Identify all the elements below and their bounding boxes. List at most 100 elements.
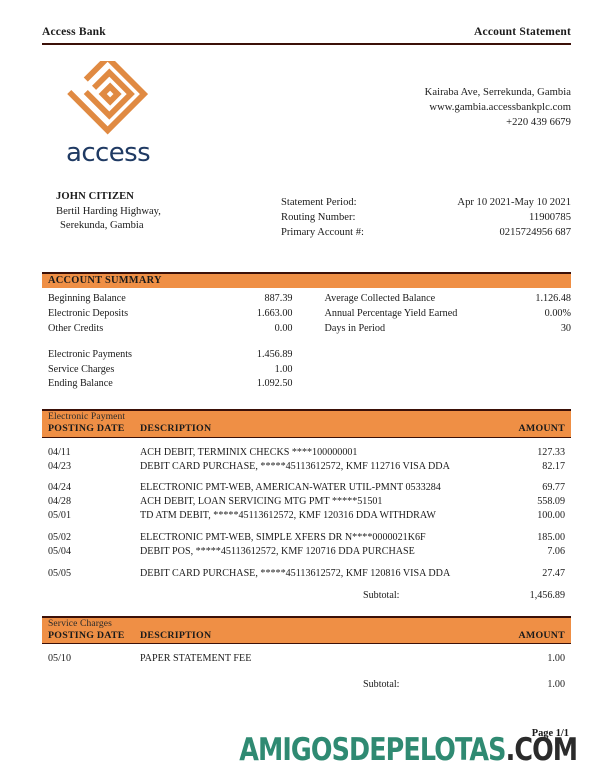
bank-name: Access Bank xyxy=(42,26,106,38)
subtotal-value: 1.00 xyxy=(547,679,565,691)
summary-value: 1.092.50 xyxy=(256,378,293,390)
txn-amount: 27.47 xyxy=(542,568,565,580)
row-spacer xyxy=(42,438,571,446)
subtotal-label: Subtotal: xyxy=(363,589,400,601)
row-spacer xyxy=(42,644,571,652)
summary-value: 0.00 xyxy=(274,323,293,335)
txn-date: 05/10 xyxy=(48,653,71,665)
bank-address: Kairaba Ave, Serrekunda, Gambia www.gamb… xyxy=(425,61,571,130)
txn-description: DEBIT CARD PURCHASE, *****45113612572, K… xyxy=(140,568,451,580)
column-header-amount: AMOUNT xyxy=(518,629,565,641)
txn-description: ACH DEBIT, TERMINIX CHECKS ****100000001 xyxy=(140,446,358,458)
service-charges-header-bar: Service Charges POSTING DATE DESCRIPTION… xyxy=(42,615,571,644)
meta-label: Primary Account #: xyxy=(281,226,364,238)
customer-name: JOHN CITIZEN xyxy=(56,191,135,202)
summary-label: Ending Balance xyxy=(48,378,113,390)
info-row: JOHN CITIZEN Bertil Harding Highway, Ser… xyxy=(42,190,571,240)
meta-value: Apr 10 2021-May 10 2021 xyxy=(457,197,571,208)
electronic-payment-header-bar: Electronic Payment POSTING DATE DESCRIPT… xyxy=(42,409,571,437)
electronic-payment-section: Electronic Payment POSTING DATE DESCRIPT… xyxy=(42,409,571,601)
service-charges-column-headers: POSTING DATE DESCRIPTION AMOUNT xyxy=(48,630,565,642)
table-row: 05/05 DEBIT CARD PURCHASE, *****45113612… xyxy=(42,567,571,581)
summary-row: Annual Percentage Yield Earned 0.00% xyxy=(325,307,572,322)
txn-amount: 1.00 xyxy=(547,653,565,665)
txn-date: 04/23 xyxy=(48,460,71,472)
summary-spacer xyxy=(48,337,307,348)
table-row: 04/23 DEBIT CARD PURCHASE, *****45113612… xyxy=(42,460,571,474)
subtotal-label: Subtotal: xyxy=(363,679,400,691)
bank-address-line3: +220 439 6679 xyxy=(506,117,571,129)
summary-label: Other Credits xyxy=(48,323,104,335)
summary-label: Days in Period xyxy=(324,323,386,335)
meta-label: Statement Period: xyxy=(281,197,357,208)
column-header-amount: AMOUNT xyxy=(518,422,565,434)
summary-label: Average Collected Balance xyxy=(324,293,436,305)
column-header-description: DESCRIPTION xyxy=(140,629,212,641)
document-title: Account Statement xyxy=(474,26,571,38)
account-summary-header-bar: ACCOUNT SUMMARY xyxy=(42,272,571,289)
txn-description: PAPER STATEMENT FEE xyxy=(140,653,252,665)
meta-row: Primary Account #: 0215724956 687 xyxy=(281,226,571,241)
customer-address-line1: Bertil Harding Highway, xyxy=(56,205,161,217)
bank-address-line1: Kairaba Ave, Serrekunda, Gambia xyxy=(424,87,571,98)
summary-value: 887.39 xyxy=(264,293,293,305)
txn-description: DEBIT CARD PURCHASE, *****45113612572, K… xyxy=(140,460,450,472)
row-spacer xyxy=(42,523,571,531)
txn-date: 05/01 xyxy=(48,510,71,522)
customer-block: JOHN CITIZEN Bertil Harding Highway, Ser… xyxy=(42,190,161,240)
row-spacer xyxy=(42,473,571,481)
table-divider xyxy=(42,643,571,645)
summary-row: Average Collected Balance 1.126.48 xyxy=(325,292,572,307)
txn-amount: 127.33 xyxy=(537,446,565,458)
summary-row: Electronic Payments 1.456.89 xyxy=(48,348,307,363)
meta-value: 0215724956 687 xyxy=(499,226,571,238)
summary-row: Electronic Deposits 1.663.00 xyxy=(48,307,307,322)
subtotal-spacer xyxy=(48,590,363,601)
document-header: Access Bank Account Statement xyxy=(42,0,571,45)
table-row: 04/24 ELECTRONIC PMT-WEB, AMERICAN-WATER… xyxy=(42,481,571,495)
summary-row: Ending Balance 1.092.50 xyxy=(48,377,307,392)
customer-address-line2: Serekunda, Gambia xyxy=(60,220,144,232)
service-charges-subtotal: Subtotal: 1.00 xyxy=(42,679,571,690)
electronic-payment-subtotal: Subtotal: 1,456.89 xyxy=(42,590,571,601)
statement-meta: Statement Period: Apr 10 2021-May 10 202… xyxy=(281,190,571,240)
table-divider xyxy=(42,436,571,438)
summary-row: Other Credits 0.00 xyxy=(48,322,307,337)
txn-description: TD ATM DEBIT, *****45113612572, KMF 1203… xyxy=(140,510,436,522)
summary-value: 1.00 xyxy=(274,363,293,375)
column-header-description: DESCRIPTION xyxy=(140,422,212,434)
table-row: 05/01 TD ATM DEBIT, *****45113612572, KM… xyxy=(42,509,571,523)
txn-date: 04/11 xyxy=(48,446,71,458)
summary-value: 1.126.48 xyxy=(535,293,571,305)
summary-row: Beginning Balance 887.39 xyxy=(48,292,307,307)
txn-date: 04/24 xyxy=(48,482,71,494)
meta-row: Routing Number: 11900785 xyxy=(281,211,571,226)
meta-label: Routing Number: xyxy=(281,211,356,223)
txn-amount: 185.00 xyxy=(537,532,565,544)
service-charges-section-name: Service Charges xyxy=(48,617,112,629)
txn-amount: 558.09 xyxy=(537,496,565,508)
txn-date: 04/28 xyxy=(48,496,71,508)
meta-row: Statement Period: Apr 10 2021-May 10 202… xyxy=(281,196,571,211)
summary-label: Beginning Balance xyxy=(48,293,126,305)
electronic-payment-section-name: Electronic Payment xyxy=(48,411,126,423)
service-charges-section: Service Charges POSTING DATE DESCRIPTION… xyxy=(42,615,571,690)
summary-value: 1.456.89 xyxy=(256,348,293,360)
account-summary-title: ACCOUNT SUMMARY xyxy=(48,275,162,287)
meta-value: 11900785 xyxy=(529,211,571,223)
txn-description: ACH DEBIT, LOAN SERVICING MTG PMT *****5… xyxy=(140,496,383,508)
subtotal-value: 1,456.89 xyxy=(529,589,565,601)
summary-value: 1.663.00 xyxy=(256,308,293,320)
txn-date: 05/02 xyxy=(48,532,71,544)
summary-label: Electronic Payments xyxy=(48,348,133,360)
txn-description: DEBIT POS, *****45113612572, KMF 120716 … xyxy=(140,546,415,558)
watermark-tld-text: .COM xyxy=(505,732,578,768)
summary-label: Annual Percentage Yield Earned xyxy=(324,308,458,320)
watermark-main-text: AMIGOSDEPELOTAS xyxy=(238,732,506,768)
account-summary-section: ACCOUNT SUMMARY Beginning Balance 887.39… xyxy=(42,272,571,392)
summary-value: 0.00% xyxy=(544,308,571,320)
logo-wordmark: access xyxy=(66,138,151,168)
table-row: 05/04 DEBIT POS, *****45113612572, KMF 1… xyxy=(42,545,571,559)
electronic-payment-column-headers: POSTING DATE DESCRIPTION AMOUNT xyxy=(48,423,565,435)
brand-row: access Kairaba Ave, Serrekunda, Gambia w… xyxy=(42,61,571,168)
